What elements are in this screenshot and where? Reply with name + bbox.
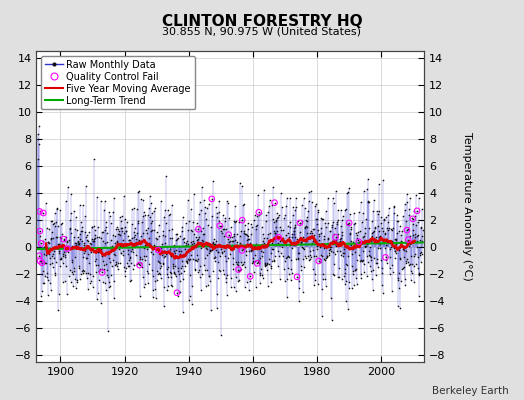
Point [253,260,261,266]
Point [36,258,45,264]
Point [409,216,417,222]
Point [355,239,363,245]
Point [403,227,411,233]
Point [215,222,224,229]
Point [38,260,46,266]
Point [275,234,283,240]
Point [98,269,106,276]
Point [255,209,263,216]
Point [413,208,421,214]
Point [173,290,181,296]
Y-axis label: Temperature Anomaly (°C): Temperature Anomaly (°C) [462,132,472,281]
Text: 30.855 N, 90.975 W (United States): 30.855 N, 90.975 W (United States) [162,26,362,36]
Text: Berkeley Earth: Berkeley Earth [432,386,508,396]
Point [238,247,246,254]
Point [36,208,44,215]
Point [270,200,279,206]
Point [39,210,48,216]
Point [404,236,412,243]
Point [314,258,323,264]
Point [224,232,233,238]
Point [59,236,68,242]
Point [345,220,353,226]
Point [36,228,44,234]
Point [37,240,46,247]
Point [135,262,144,268]
Point [63,246,71,252]
Text: CLINTON FORESTRY HQ: CLINTON FORESTRY HQ [162,14,362,29]
Point [234,266,243,273]
Point [331,234,340,240]
Point [381,254,390,260]
Point [238,217,246,223]
Legend: Raw Monthly Data, Quality Control Fail, Five Year Moving Average, Long-Term Tren: Raw Monthly Data, Quality Control Fail, … [41,56,195,110]
Point [296,220,304,226]
Point [154,247,162,253]
Point [35,252,43,259]
Point [194,226,203,232]
Point [246,273,255,280]
Point [293,274,301,280]
Point [208,196,216,202]
